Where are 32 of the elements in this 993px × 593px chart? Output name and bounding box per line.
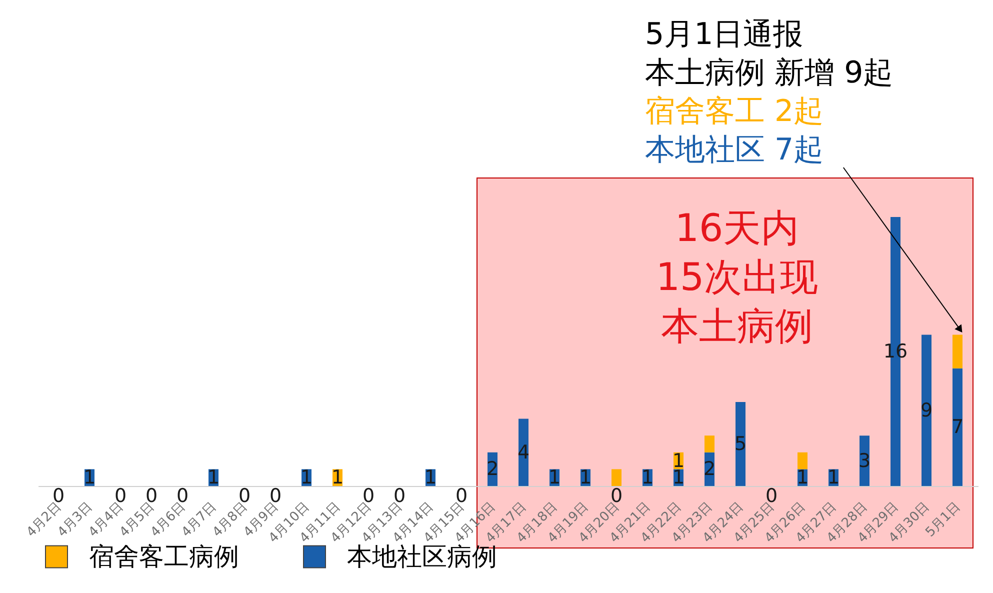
- data-label: 9: [920, 399, 933, 422]
- data-label: 1: [300, 466, 313, 489]
- legend-label: 本地社区病例: [347, 542, 497, 571]
- data-label: 1: [207, 466, 220, 489]
- band-label: 16天内15次出现本土病例: [656, 206, 818, 348]
- bar: [612, 469, 622, 486]
- data-label: 1: [83, 466, 96, 489]
- data-label: 5: [734, 432, 747, 455]
- data-label: 7: [951, 416, 964, 438]
- data-label: 2: [486, 458, 499, 480]
- text: 本土病例 新增 9起: [645, 56, 894, 90]
- data-label: 4: [517, 441, 530, 464]
- data-label: 1: [579, 466, 592, 489]
- data-label: 1: [827, 466, 840, 489]
- text: 5月1日通报: [645, 17, 804, 52]
- bar: [798, 452, 808, 470]
- bar: [736, 402, 746, 486]
- bar: [922, 334, 932, 486]
- annotation: 本地社区 7起: [645, 132, 824, 168]
- data-label: 1: [331, 466, 344, 489]
- data-label: 3: [858, 450, 871, 472]
- data-label: 1: [641, 466, 654, 489]
- legend-label: 宿舍客工病例: [89, 542, 239, 571]
- data-label: 1: [548, 466, 561, 489]
- data-label: 2: [703, 458, 716, 480]
- data-label: 1: [424, 466, 437, 489]
- data-label: 1: [796, 466, 809, 489]
- bar: [952, 368, 962, 486]
- data-label: 1: [672, 466, 685, 489]
- text: 宿舍客工 2起: [645, 94, 824, 129]
- bar: [704, 436, 714, 452]
- bar: [952, 334, 962, 368]
